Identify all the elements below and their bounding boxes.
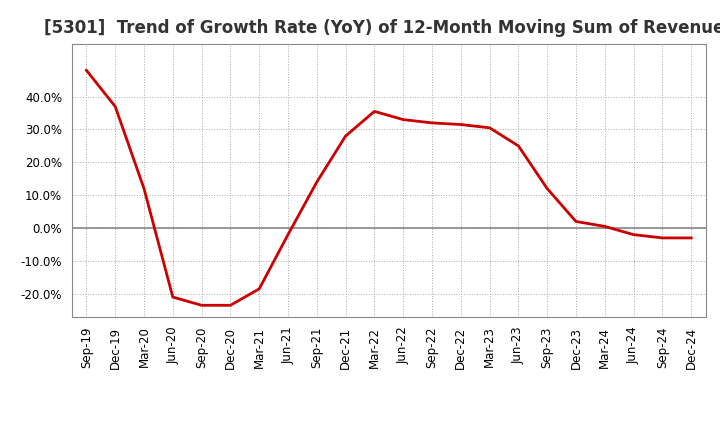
Title: [5301]  Trend of Growth Rate (YoY) of 12-Month Moving Sum of Revenues: [5301] Trend of Growth Rate (YoY) of 12-… bbox=[44, 19, 720, 37]
